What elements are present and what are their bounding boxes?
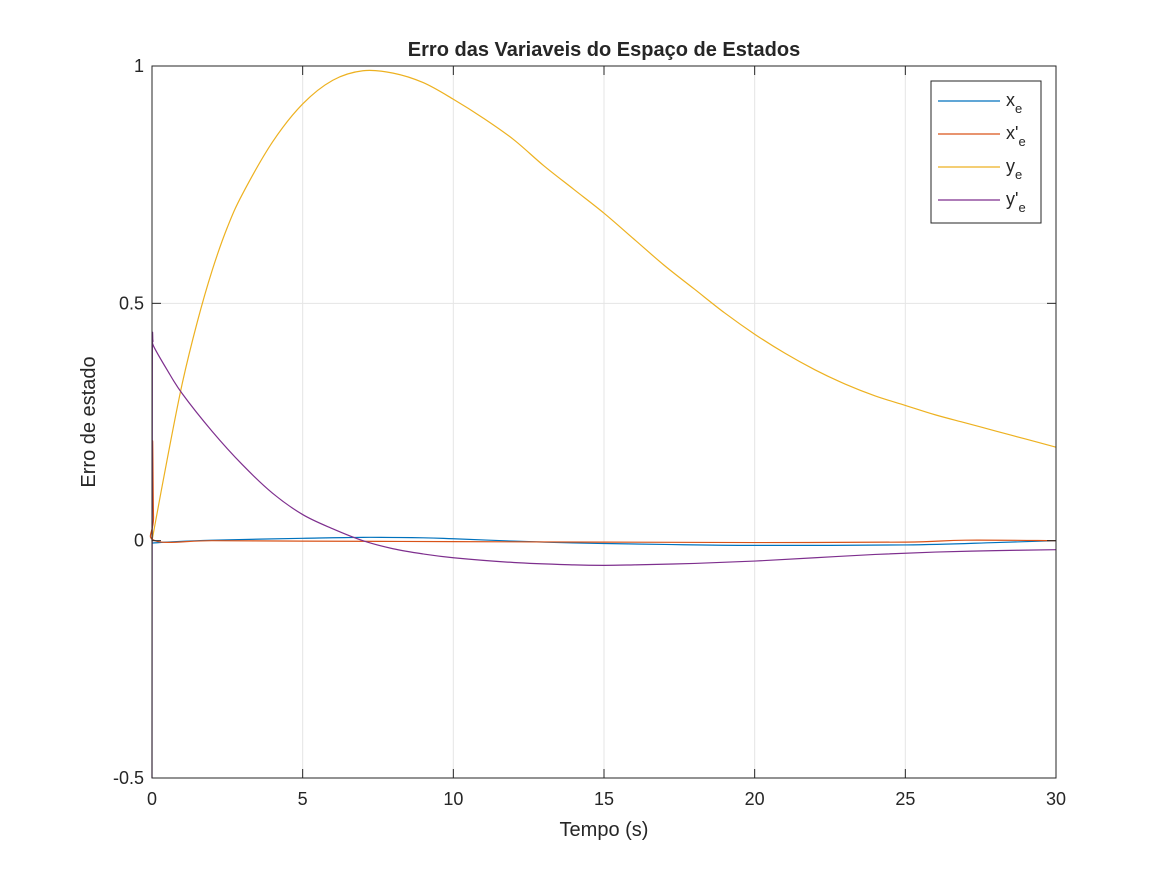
legend-label-y-e: ye	[1006, 156, 1022, 182]
x-tick-label: 5	[298, 789, 308, 809]
x-axis-label: Tempo (s)	[560, 819, 649, 841]
x-tick-label: 10	[443, 789, 463, 809]
series-line-x-e	[149, 440, 1057, 544]
series-lines	[149, 69, 1057, 779]
axis-ticks: 0 5 10 15 20 25 30-0.500.51	[113, 56, 1066, 809]
series-line-y-e	[151, 331, 1057, 779]
legend-label-x-e: x'e	[1006, 123, 1026, 149]
y-tick-label: 0	[134, 531, 144, 551]
legend-box	[930, 80, 1042, 224]
y-axis-label: Erro de estado	[78, 356, 100, 487]
series-line-y-e	[151, 69, 1057, 541]
legend: xe x'e ye y'e	[930, 80, 1042, 224]
x-tick-label: 30	[1046, 789, 1066, 809]
x-tick-label: 20	[745, 789, 765, 809]
x-tick-label: 15	[594, 789, 614, 809]
x-tick-label: 25	[895, 789, 915, 809]
y-tick-label: 0.5	[119, 293, 144, 313]
legend-label-y-e: y'e	[1006, 189, 1026, 215]
y-tick-label: 1	[134, 56, 144, 76]
y-tick-label: -0.5	[113, 768, 144, 788]
gridlines	[152, 66, 1056, 778]
chart-title: Erro das Variaveis do Espaço de Estados	[408, 39, 800, 61]
legend-label-x-e: xe	[1006, 90, 1022, 116]
x-tick-label: 0	[147, 789, 157, 809]
